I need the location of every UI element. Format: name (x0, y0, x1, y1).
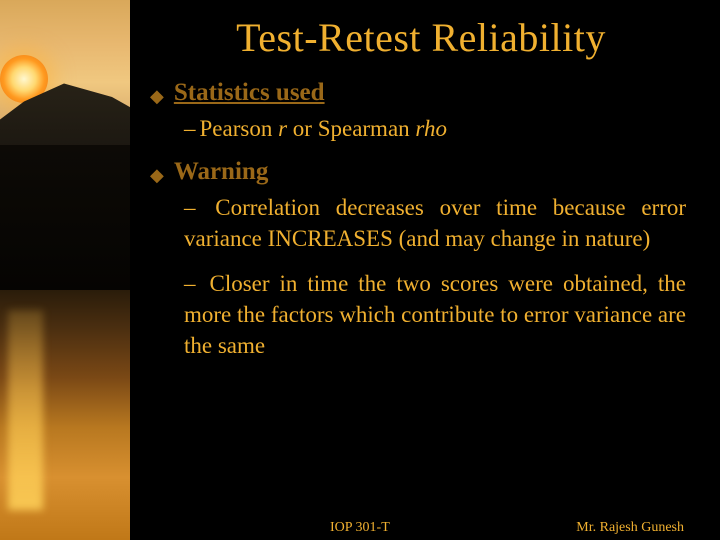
sub-item-correlation: – Correlation decreases over time becaus… (184, 192, 686, 254)
slide-content: Test-Retest Reliability ◆ Statistics use… (130, 0, 720, 540)
text-mid: or Spearman (287, 116, 415, 141)
sun-reflection (8, 310, 43, 510)
item-text: Correlation decreases over time because … (184, 195, 686, 251)
heading-text: Statistics used (174, 79, 325, 107)
heading-statistics: ◆ Statistics used (150, 79, 694, 107)
heading-warning: ◆ Warning (150, 158, 694, 186)
dash-icon: – (184, 195, 196, 220)
text-em-r: r (278, 116, 287, 141)
footer-author: Mr. Rajesh Gunesh (576, 520, 684, 536)
sub-item-pearson: –Pearson r or Spearman rho (184, 113, 686, 144)
slide-footer: IOP 301-T Mr. Rajesh Gunesh (130, 520, 720, 536)
diamond-bullet-icon: ◆ (150, 87, 164, 105)
sub-item-closer: – Closer in time the two scores were obt… (184, 268, 686, 361)
dash-icon: – (184, 271, 196, 296)
text-em-rho: rho (415, 116, 447, 141)
text-pre: Pearson (200, 116, 279, 141)
dash-icon: – (184, 116, 196, 141)
heading-text: Warning (174, 158, 268, 186)
land (0, 145, 130, 290)
slide-title: Test-Retest Reliability (148, 14, 694, 61)
sidebar-sunset-image (0, 0, 130, 540)
diamond-bullet-icon: ◆ (150, 166, 164, 184)
item-text: Closer in time the two scores were obtai… (184, 271, 686, 358)
footer-course: IOP 301-T (330, 520, 390, 536)
